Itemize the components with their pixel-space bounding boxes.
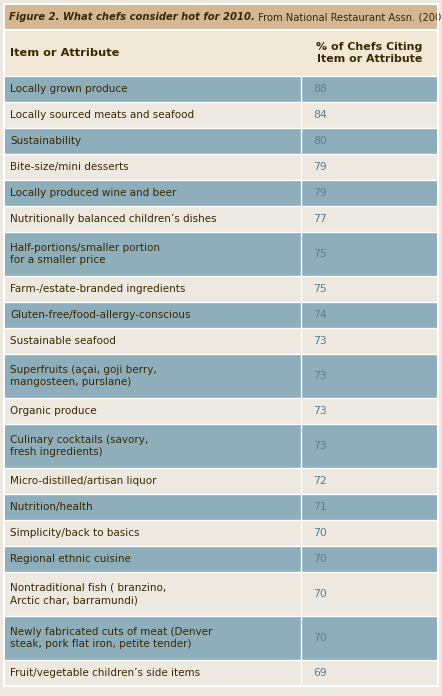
Bar <box>4 128 438 154</box>
Bar <box>4 546 438 572</box>
Text: 73: 73 <box>313 406 327 416</box>
Text: Figure 2. What chefs consider hot for 2010.: Figure 2. What chefs consider hot for 20… <box>9 12 255 22</box>
Text: 70: 70 <box>313 528 327 538</box>
Text: Half-portions/smaller portion
for a smaller price: Half-portions/smaller portion for a smal… <box>10 243 160 265</box>
Bar <box>4 424 438 468</box>
Text: Item or Attribute: Item or Attribute <box>10 48 119 58</box>
Text: Newly fabricated cuts of meat (Denver
steak, pork flat iron, petite tender): Newly fabricated cuts of meat (Denver st… <box>10 627 212 649</box>
Bar <box>4 660 438 686</box>
Bar <box>4 232 438 276</box>
Bar <box>4 494 438 520</box>
Text: 69: 69 <box>313 668 327 678</box>
Text: 79: 79 <box>313 162 327 172</box>
Bar <box>4 4 438 30</box>
Text: 75: 75 <box>313 284 327 294</box>
Bar <box>4 520 438 546</box>
Text: 73: 73 <box>313 371 327 381</box>
Text: Organic produce: Organic produce <box>10 406 97 416</box>
Bar <box>4 616 438 660</box>
Bar <box>4 30 438 76</box>
Text: Fruit/vegetable children’s side items: Fruit/vegetable children’s side items <box>10 668 200 678</box>
Text: Sustainability: Sustainability <box>10 136 81 146</box>
Bar <box>4 102 438 128</box>
Text: 80: 80 <box>313 136 327 146</box>
Text: 72: 72 <box>313 476 327 486</box>
Bar <box>4 398 438 424</box>
Text: Nutritionally balanced children’s dishes: Nutritionally balanced children’s dishes <box>10 214 217 224</box>
Text: Bite-size/mini desserts: Bite-size/mini desserts <box>10 162 129 172</box>
Text: 79: 79 <box>313 188 327 198</box>
Text: Gluten-free/food-allergy-conscious: Gluten-free/food-allergy-conscious <box>10 310 191 320</box>
Text: Locally sourced meats and seafood: Locally sourced meats and seafood <box>10 110 194 120</box>
Bar <box>4 302 438 328</box>
Bar <box>4 468 438 494</box>
Text: Nutrition/health: Nutrition/health <box>10 502 93 512</box>
Text: Locally grown produce: Locally grown produce <box>10 84 127 94</box>
Text: Locally produced wine and beer: Locally produced wine and beer <box>10 188 176 198</box>
Text: 75: 75 <box>313 249 327 259</box>
Bar <box>4 354 438 398</box>
Text: 73: 73 <box>313 441 327 451</box>
Text: 71: 71 <box>313 502 327 512</box>
Text: Micro-distilled/artisan liquor: Micro-distilled/artisan liquor <box>10 476 156 486</box>
Text: Nontraditional fish ( branzino,
Arctic char, barramundi): Nontraditional fish ( branzino, Arctic c… <box>10 583 166 606</box>
Text: 77: 77 <box>313 214 327 224</box>
Text: Superfruits (açai, goji berry,
mangosteen, purslane): Superfruits (açai, goji berry, mangostee… <box>10 365 157 387</box>
Text: 70: 70 <box>313 589 327 599</box>
Bar <box>4 276 438 302</box>
Text: 73: 73 <box>313 336 327 346</box>
Bar <box>4 206 438 232</box>
Text: Simplicity/back to basics: Simplicity/back to basics <box>10 528 140 538</box>
Text: 74: 74 <box>313 310 327 320</box>
Text: Farm-/estate-branded ingredients: Farm-/estate-branded ingredients <box>10 284 185 294</box>
Text: 88: 88 <box>313 84 327 94</box>
Text: % of Chefs Citing
Item or Attribute: % of Chefs Citing Item or Attribute <box>316 42 423 64</box>
Text: Regional ethnic cuisine: Regional ethnic cuisine <box>10 554 131 564</box>
Bar <box>4 572 438 616</box>
Text: From National Restaurant Assn. (2009).: From National Restaurant Assn. (2009). <box>255 12 442 22</box>
Text: 70: 70 <box>313 554 327 564</box>
Bar <box>4 180 438 206</box>
Bar <box>4 154 438 180</box>
Text: Sustainable seafood: Sustainable seafood <box>10 336 116 346</box>
Bar <box>4 76 438 102</box>
Text: 84: 84 <box>313 110 327 120</box>
Bar <box>4 328 438 354</box>
Text: Culinary cocktails (savory,
fresh ingredients): Culinary cocktails (savory, fresh ingred… <box>10 435 148 457</box>
Text: 70: 70 <box>313 633 327 643</box>
